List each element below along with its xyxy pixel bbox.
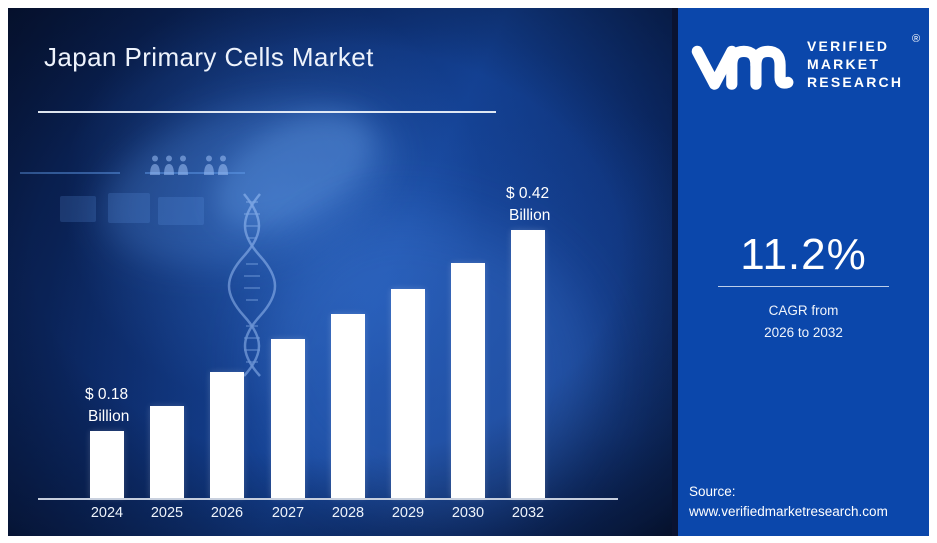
x-tick-2026: 2026 xyxy=(210,505,244,521)
brand-line: RESEARCH xyxy=(807,73,904,90)
source-label: Source: xyxy=(689,484,736,499)
x-tick-2028: 2028 xyxy=(331,505,365,521)
cagr-value: 11.2% xyxy=(740,230,867,279)
vmr-logo: VERIFIED MARKET RESEARCH ® xyxy=(688,33,921,97)
cagr-divider xyxy=(718,286,889,287)
infographic-frame: Japan Primary Cells Market 2024 2025 2026 2… xyxy=(8,8,929,536)
data-label-2024: $ 0.18 Billion xyxy=(85,386,130,425)
bar-2032 xyxy=(511,230,545,498)
bar-2028 xyxy=(331,314,365,498)
vmr-logo-glyph xyxy=(691,45,794,90)
bar-2030 xyxy=(451,263,485,498)
source-url: www.verifiedmarketresearch.com xyxy=(689,503,888,519)
bar-2026 xyxy=(210,372,244,498)
cagr-caption: CAGR from 2026 to 2032 xyxy=(678,300,929,345)
x-tick-2024: 2024 xyxy=(90,505,124,521)
x-tick-2029: 2029 xyxy=(391,505,425,521)
bar-2025 xyxy=(150,406,184,498)
bar-2029 xyxy=(391,289,425,498)
bar-2027 xyxy=(271,339,305,498)
x-tick-2032: 2032 xyxy=(511,505,545,521)
cagr-caption-line1: CAGR from xyxy=(768,303,839,318)
data-label-2032: $ 0.42 Billion xyxy=(506,185,551,224)
cagr-caption-line2: 2026 to 2032 xyxy=(764,325,843,341)
brand-sidebar: VERIFIED MARKET RESEARCH ® 11.2% CAGR fr… xyxy=(678,8,929,536)
registered-trademark-icon: ® xyxy=(912,33,921,45)
brand-line: VERIFIED xyxy=(807,38,890,54)
x-tick-2025: 2025 xyxy=(150,505,184,521)
brand-line: MARKET xyxy=(807,55,881,72)
source-block: Source: www.verifiedmarketresearch.com xyxy=(689,482,888,521)
vmr-logo-text: VERIFIED MARKET RESEARCH xyxy=(807,38,903,92)
x-axis-line xyxy=(38,498,618,500)
bar-2024 xyxy=(90,431,124,498)
x-tick-2030: 2030 xyxy=(451,505,485,521)
x-tick-2027: 2027 xyxy=(271,505,305,521)
chart-panel: Japan Primary Cells Market 2024 2025 2026 2… xyxy=(8,8,672,536)
bar-chart: 2024 2025 2026 2027 2028 2029 2030 2032 $ 0.18 Bi… xyxy=(8,8,672,536)
